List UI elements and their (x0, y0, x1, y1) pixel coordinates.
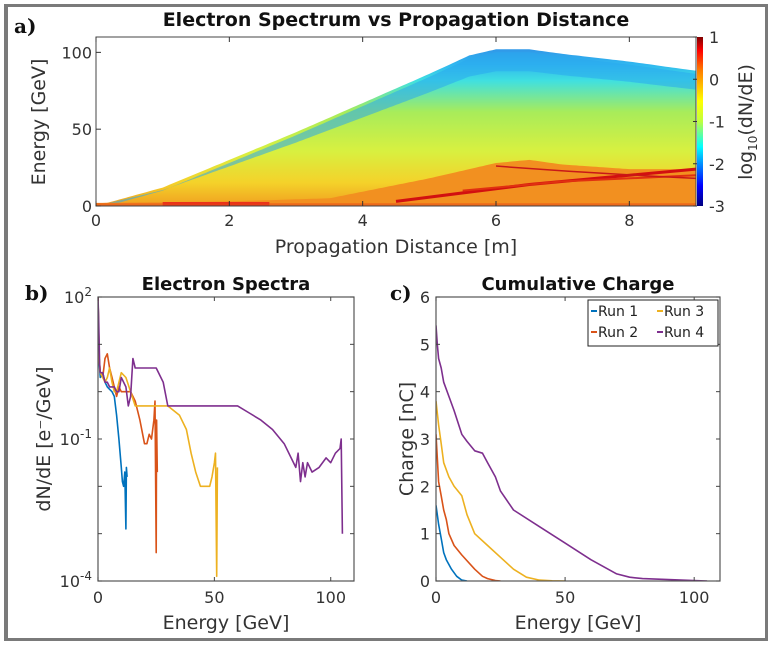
y-tick-base: 10 (64, 288, 84, 307)
panel-b-series (98, 297, 344, 578)
colorbar-tick-label: 1 (709, 28, 719, 47)
y-tick-base: 10 (60, 572, 80, 591)
panel-a-title: Electron Spectrum vs Propagation Distanc… (163, 9, 630, 31)
legend-item-run-1: Run 1 (591, 304, 638, 320)
y-tick-label: 4 (420, 383, 430, 402)
charge-line-run-4 (436, 325, 708, 581)
panel-a-letter: a) (14, 14, 36, 38)
colorbar-label-sub: 10 (746, 136, 760, 151)
heatmap-streak (462, 174, 696, 192)
colorbar-tick-label: 0 (709, 70, 719, 89)
legend-label: Run 3 (664, 304, 704, 320)
panel-c-series (436, 325, 708, 581)
legend-label: Run 4 (664, 325, 704, 341)
legend-item-run-2: Run 2 (591, 325, 638, 341)
colorbar-tick-label: -1 (709, 113, 725, 132)
colorbar-label-main: log (735, 151, 757, 180)
legend-label: Run 2 (598, 325, 638, 341)
spectrum-line-run-3 (98, 297, 219, 578)
panel-b-ylabel: dN/dE [e⁻/GeV] (33, 366, 55, 511)
legend-item-run-4: Run 4 (657, 325, 704, 341)
legend-label: Run 1 (598, 304, 638, 320)
spectrum-line-run-2 (98, 297, 159, 554)
y-tick-label: 102 (64, 285, 92, 307)
panel-a-xlabel: Propagation Distance [m] (275, 236, 517, 258)
colorbar-tick-label: -2 (709, 155, 725, 174)
panel-b-letter: b) (25, 281, 48, 305)
panel-a-ylabel: Energy [GeV] (28, 59, 50, 186)
panel-c-letter: c) (390, 281, 412, 305)
x-tick-label: 50 (204, 588, 224, 607)
panel-b-axes-box (97, 296, 355, 582)
x-tick-label: 100 (315, 588, 346, 607)
panel-c-xlabel: Energy [GeV] (515, 612, 642, 634)
heatmap-baseline (96, 203, 696, 206)
y-tick-label: 5 (420, 335, 430, 354)
panel-c-ylabel: Charge [nC] (396, 382, 418, 496)
panel-a: a) Electron Spectrum vs Propagation Dist… (14, 9, 760, 258)
y-tick-label: 6 (420, 288, 430, 307)
y-tick-label: 2 (420, 477, 430, 496)
legend-item-run-3: Run 3 (657, 304, 704, 320)
heatmap-low-energy (96, 159, 696, 206)
x-tick-label: 8 (624, 211, 634, 230)
y-tick-label: 10-1 (60, 427, 92, 449)
panel-a-y-ticks: 0 50 100 (61, 43, 101, 216)
panel-c-x-ticks: 0 50 100 (431, 297, 710, 607)
y-tick-exponent: -4 (80, 569, 92, 583)
y-tick-base: 10 (60, 430, 80, 449)
legend-box (587, 299, 719, 347)
x-tick-label: 4 (358, 211, 368, 230)
y-tick-exponent: 2 (84, 285, 92, 299)
panel-b-xlabel: Energy [GeV] (163, 612, 290, 634)
heatmap-streak (495, 165, 696, 180)
colorbar-ticks: 1 0 -1 -2 -3 (693, 28, 725, 216)
x-tick-label: 0 (93, 588, 103, 607)
x-tick-label: 0 (431, 588, 441, 607)
spectrum-line-run-1 (98, 297, 128, 530)
x-tick-label: 100 (679, 588, 710, 607)
figure-frame (4, 4, 768, 641)
legend: Run 1 Run 3 Run 2 Run 4 (587, 299, 719, 347)
y-tick-label: 1 (420, 525, 430, 544)
y-tick-label: 10-4 (60, 569, 92, 591)
panel-c-y-ticks: 0 1 2 3 4 5 6 (420, 288, 720, 591)
y-tick-label: 0 (82, 197, 92, 216)
panel-a-x-ticks: 0 2 4 6 8 (91, 37, 634, 230)
heatmap-upper-tail (96, 52, 696, 206)
x-tick-label: 6 (491, 211, 501, 230)
charge-line-run-1 (436, 505, 468, 581)
y-tick-exponent: -1 (80, 427, 92, 441)
colorbar-label-rest: (dN/dE) (735, 64, 757, 136)
x-tick-label: 50 (555, 588, 575, 607)
spectrum-line-run-4 (98, 297, 344, 534)
charge-line-run-2 (436, 434, 501, 581)
y-tick-label: 100 (61, 43, 92, 62)
panel-b-title: Electron Spectra (142, 274, 311, 295)
panel-b-x-ticks: 0 50 100 (93, 297, 346, 607)
y-tick-label: 50 (72, 120, 92, 139)
colorbar-tick-label: -3 (709, 197, 725, 216)
colorbar-label: log10(dN/dE) (735, 64, 760, 180)
y-tick-label: 0 (420, 572, 430, 591)
heatmap-image (96, 49, 696, 206)
charge-line-run-3 (436, 401, 566, 581)
panel-c-title: Cumulative Charge (481, 274, 674, 295)
panel-c: c) Cumulative Charge 0 50 100 0 1 2 3 4 5 6 Ener… (390, 274, 721, 634)
x-tick-label: 2 (224, 211, 234, 230)
colorbar (697, 37, 703, 206)
y-tick-label: 3 (420, 430, 430, 449)
x-tick-label: 0 (91, 211, 101, 230)
